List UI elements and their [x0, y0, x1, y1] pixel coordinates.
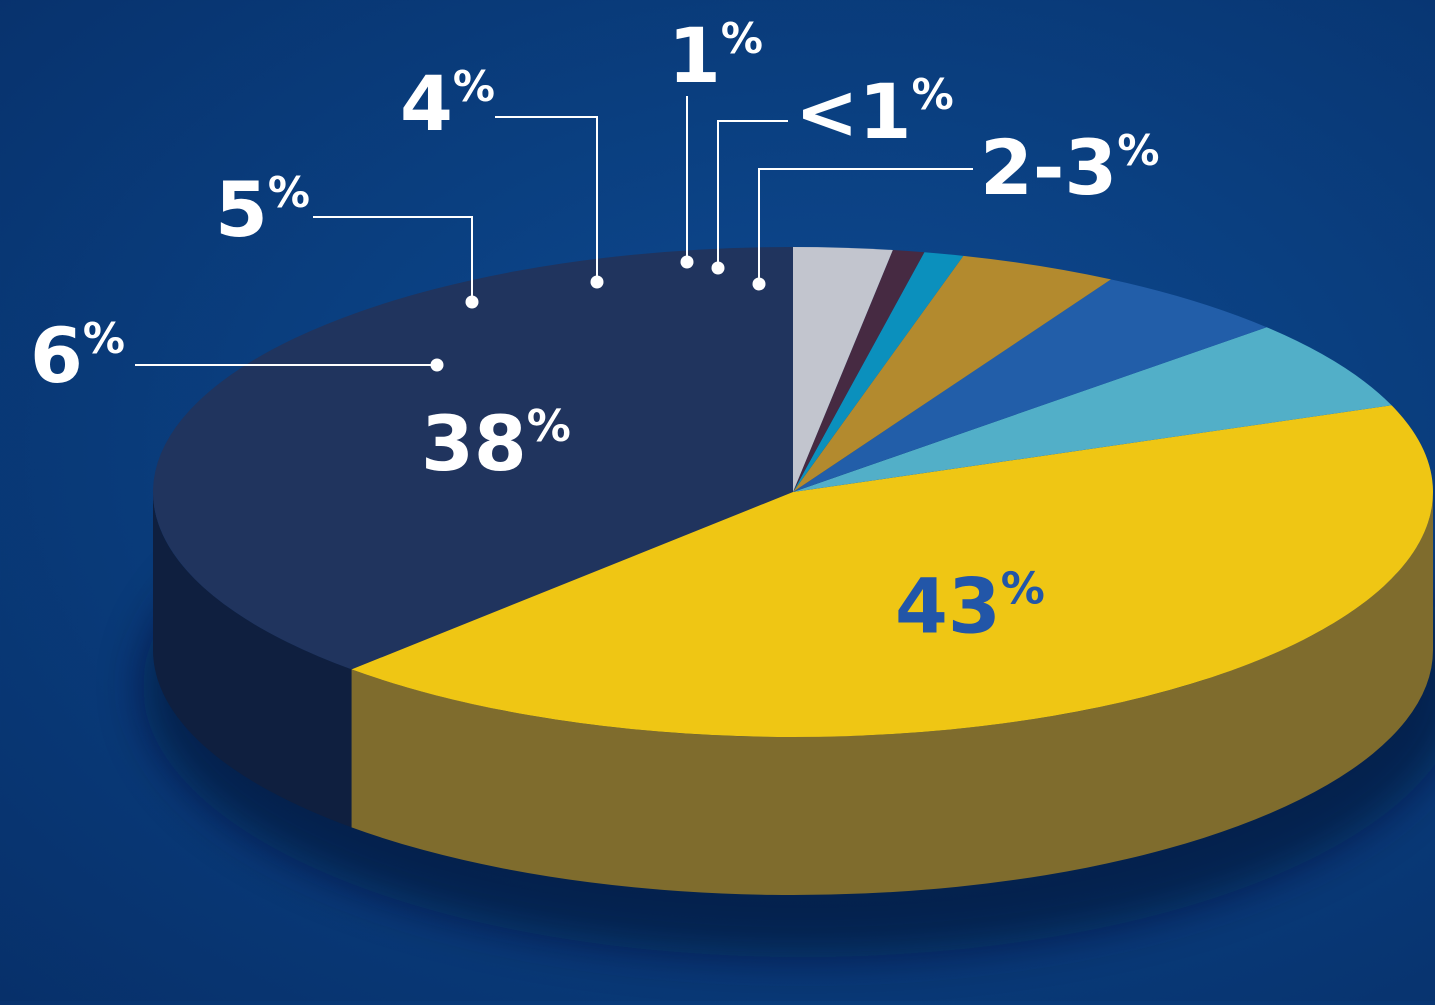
- slice-label-6: 6%: [30, 311, 125, 400]
- callout-line-5: [313, 216, 473, 302]
- slice-label-lt-1: <1%: [795, 67, 954, 156]
- pie-slice-43: [351, 405, 1433, 737]
- slice-label-4: 4%: [400, 59, 495, 148]
- pie-slice-1: [793, 252, 964, 492]
- pie-side-38: [153, 492, 352, 828]
- pie-slice-5: [793, 279, 1267, 492]
- slice-label-2-3: 2-3%: [980, 123, 1159, 212]
- slice-label-43: 43%: [895, 561, 1045, 650]
- callout-line-2-3: [758, 168, 973, 284]
- callout-dot-1: [680, 255, 694, 269]
- callout-dot-6: [430, 358, 444, 372]
- callout-line-lt-1: [717, 120, 788, 268]
- pie-slice-2-3: [793, 247, 893, 492]
- callout-dot-lt-1: [711, 261, 725, 275]
- callout-dot-5: [465, 295, 479, 309]
- pie-slice-38: [153, 247, 794, 670]
- slice-label-1: 1%: [668, 11, 763, 100]
- callout-dot-4: [590, 275, 604, 289]
- pie-side-43: [351, 492, 1433, 895]
- pie-slice-6: [793, 327, 1392, 492]
- slice-label-38: 38%: [421, 399, 571, 488]
- callout-dot-2-3: [752, 277, 766, 291]
- pie-slice-lt-1: [793, 249, 925, 492]
- pie-slice-4: [793, 255, 1111, 492]
- slice-label-5: 5%: [215, 165, 310, 254]
- callout-line-4: [495, 116, 598, 282]
